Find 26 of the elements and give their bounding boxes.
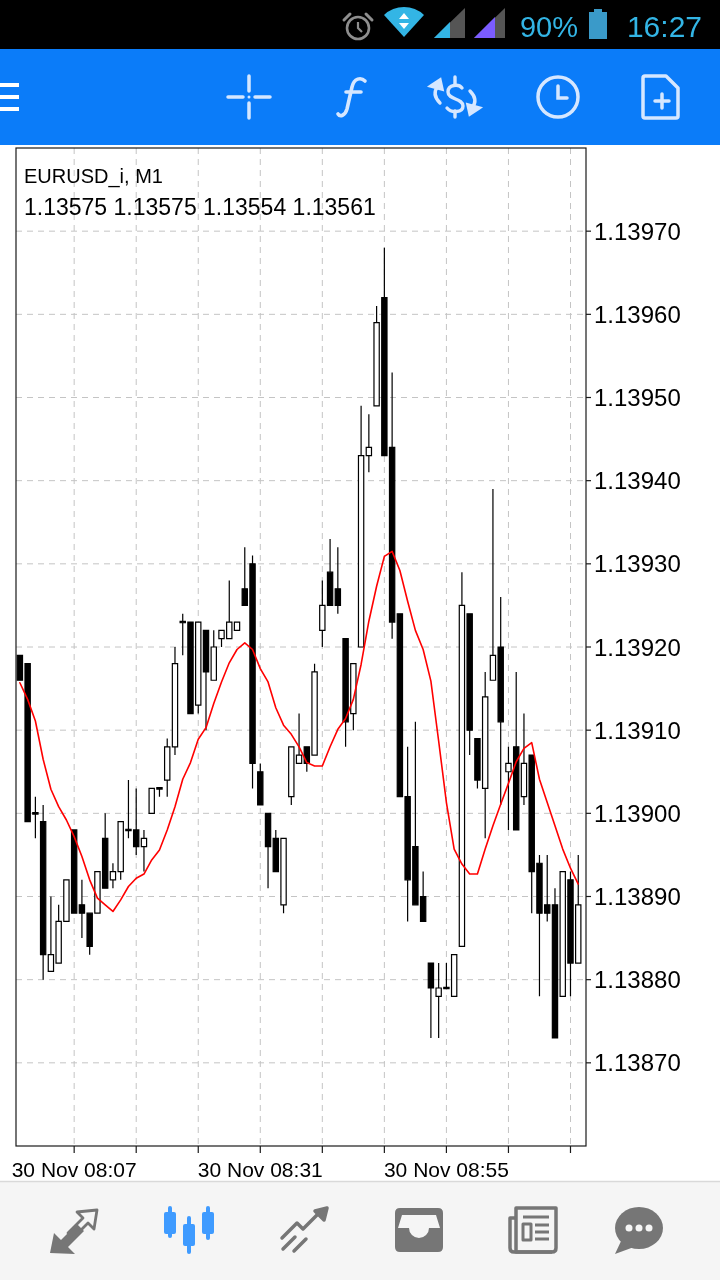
y-tick-label: 1.13950	[594, 384, 681, 412]
candlestick	[334, 546, 342, 615]
x-tick-label: 30 Nov 08:07	[11, 1158, 137, 1181]
text: 90%	[519, 11, 578, 43]
y-tick-label: 1.13960	[594, 300, 681, 328]
candlestick	[357, 405, 365, 648]
candlestick	[39, 804, 47, 981]
y-tick-label: 1.13920	[594, 633, 681, 661]
text: 16:27	[626, 10, 702, 43]
candlestick	[365, 413, 373, 473]
y-tick-label: 1.13870	[594, 1049, 681, 1077]
x-tick-label: 30 Nov 08:31	[197, 1158, 323, 1181]
y-tick-label: 1.13910	[594, 716, 681, 744]
candlestick	[257, 762, 264, 806]
y-tick-label: 1.13900	[594, 799, 681, 827]
y-tick-label: 1.13970	[594, 217, 681, 245]
text: EURUSD_i, M1	[24, 165, 163, 188]
candlestick	[140, 829, 148, 873]
y-tick-label: 1.13890	[594, 883, 681, 911]
y-tick-label: 1.13880	[594, 966, 681, 994]
line-series	[19, 550, 580, 913]
x-tick-label: 30 Nov 08:55	[383, 1158, 509, 1181]
y-tick-label: 1.13930	[594, 550, 681, 578]
y-tick-label: 1.13940	[594, 467, 681, 495]
text: 1.13575 1.13575 1.13554 1.13561	[24, 194, 376, 220]
candlestick	[264, 812, 272, 889]
